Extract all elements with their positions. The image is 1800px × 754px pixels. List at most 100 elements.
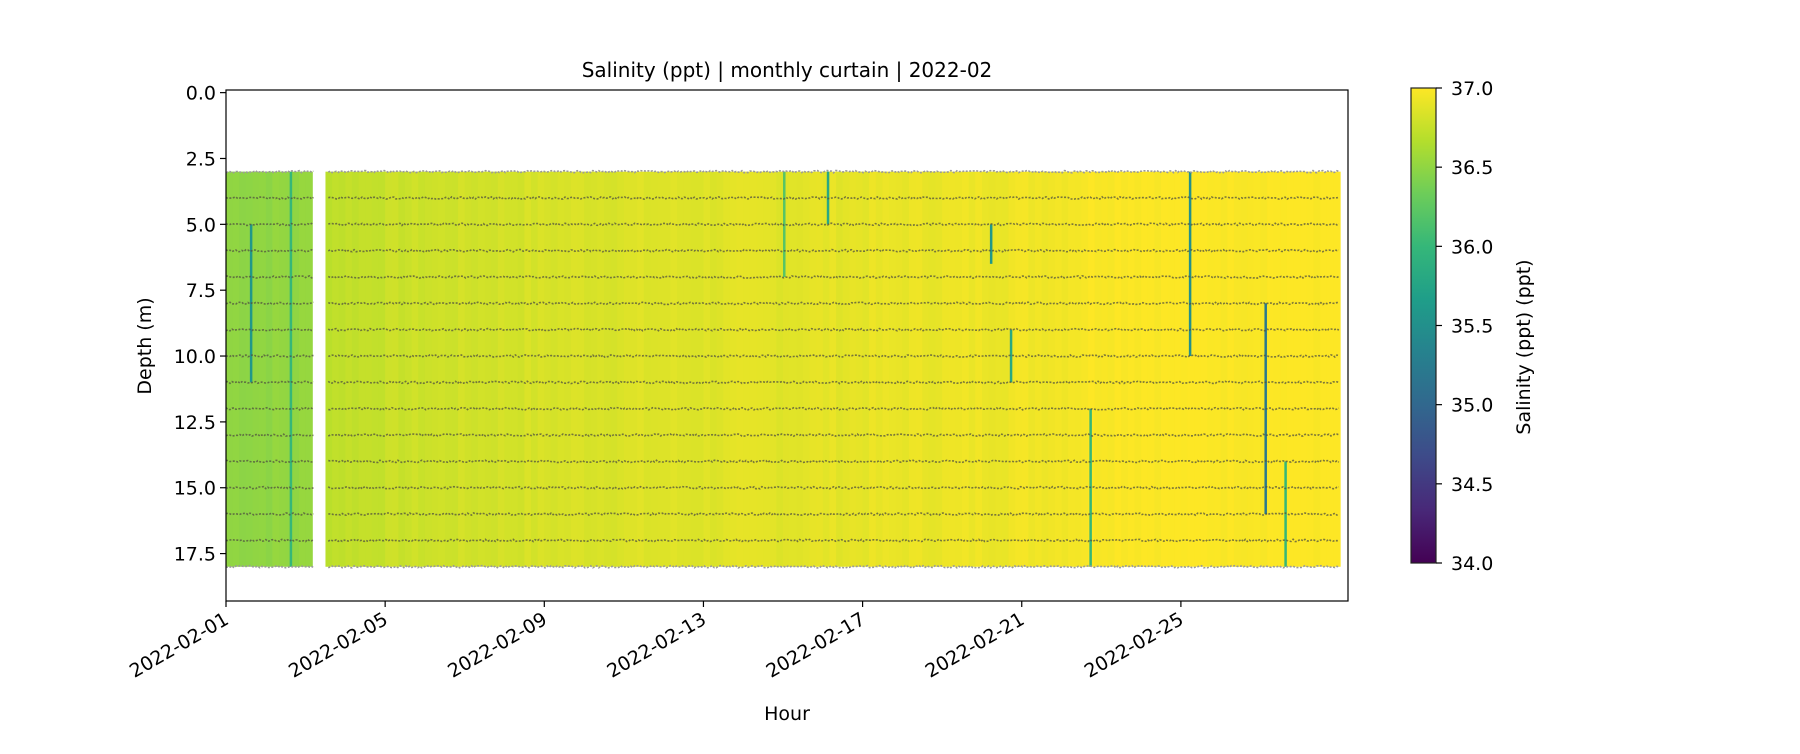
salinity-cell [365, 171, 373, 567]
colorbar-tick-label: 34.0 [1451, 553, 1493, 575]
colorbar-ticks: 34.0 34.5 35.0 35.5 36.0 36.5 37.0 [1436, 78, 1493, 575]
y-axis: 0.0 2.5 5.0 7.5 10.0 12.5 15.0 17.5 [174, 83, 226, 566]
salinity-cell [1293, 171, 1301, 567]
salinity-cell [643, 171, 651, 567]
salinity-cell [988, 171, 996, 567]
salinity-cell [776, 171, 784, 567]
salinity-cell [1054, 171, 1063, 567]
salinity-anomaly [1009, 329, 1013, 383]
salinity-cell [464, 171, 472, 567]
salinity-cell [1267, 171, 1275, 567]
salinity-cell [378, 171, 386, 567]
salinity-cell [1161, 171, 1169, 567]
salinity-cell [371, 171, 380, 567]
salinity-cell [444, 171, 453, 567]
salinity-cell [1306, 171, 1315, 567]
salinity-cell [544, 171, 552, 567]
salinity-cell [358, 171, 366, 567]
depth-sample-line [225, 195, 314, 201]
colorbar-tick-label: 36.5 [1451, 157, 1493, 179]
salinity-cell [1273, 171, 1281, 567]
chart-title: Salinity (ppt) | monthly curtain | 2022-… [582, 58, 993, 82]
x-tick-label: 2022-02-05 [285, 608, 392, 682]
salinity-cell [836, 171, 844, 567]
depth-sample-line [225, 406, 314, 411]
salinity-cell [703, 171, 711, 567]
salinity-cell [729, 171, 738, 567]
salinity-cell [590, 171, 598, 567]
salinity-cell [226, 171, 234, 567]
salinity-cell [676, 171, 685, 567]
depth-sample-line [327, 169, 1340, 174]
plot-area [225, 169, 1341, 569]
depth-sample-line [225, 538, 314, 543]
salinity-cell [1081, 171, 1089, 567]
salinity-cell [1240, 171, 1248, 567]
depth-sample-line [328, 511, 1339, 517]
depth-sample-line [328, 195, 1340, 201]
salinity-cell [285, 171, 293, 567]
salinity-cell [531, 171, 539, 567]
colorbar-label: Salinity (ppt) (ppt) [1513, 259, 1535, 434]
depth-sample-line [327, 485, 1339, 490]
salinity-cell [1233, 171, 1242, 567]
axes-frame [225, 89, 1349, 602]
salinity-cell [391, 171, 400, 567]
salinity-cell [438, 171, 446, 567]
depth-sample-line [328, 406, 1340, 411]
salinity-cell [1247, 171, 1255, 567]
salinity-cell [696, 171, 705, 567]
salinity-cell [1048, 171, 1056, 567]
depth-sample-line [225, 380, 314, 385]
salinity-cell [915, 171, 923, 567]
salinity-cell [1101, 171, 1109, 567]
salinity-cell [259, 171, 267, 567]
colorbar-tick-label: 35.5 [1451, 316, 1493, 338]
salinity-cell [1194, 171, 1202, 567]
depth-sample-line [225, 222, 314, 227]
salinity-cell [1174, 171, 1182, 567]
salinity-cell [683, 171, 691, 567]
salinity-cell [1121, 171, 1129, 567]
salinity-cell [458, 171, 466, 567]
y-tick-label: 15.0 [174, 478, 216, 500]
y-tick-label: 2.5 [186, 148, 216, 170]
x-axis: 2022-02-01 2022-02-05 2022-02-09 2022-02-13… [126, 601, 1188, 683]
salinity-cell [1333, 171, 1341, 567]
salinity-cell [975, 171, 983, 567]
salinity-cell [657, 171, 665, 567]
salinity-cell [603, 171, 612, 567]
salinity-cell [663, 171, 671, 567]
salinity-cell [577, 171, 585, 567]
salinity-cell [889, 171, 897, 567]
salinity-anomaly [783, 171, 786, 278]
salinity-cell [557, 171, 565, 567]
salinity-cell [1180, 171, 1189, 567]
salinity-cell [789, 171, 797, 567]
y-tick-label: 7.5 [186, 280, 216, 302]
depth-sample-line [327, 274, 1340, 280]
salinity-cell [1214, 171, 1222, 567]
salinity-cell [909, 171, 917, 567]
salinity-cell [1313, 171, 1321, 567]
salinity-cell [398, 171, 406, 567]
salinity-cell [1001, 171, 1010, 567]
salinity-cell [995, 171, 1003, 567]
salinity-cell [1061, 171, 1069, 567]
salinity-cell [1028, 171, 1036, 567]
salinity-cell [981, 171, 990, 567]
colorbar-tick-label: 36.0 [1451, 236, 1493, 258]
salinity-cell [1326, 171, 1335, 567]
colorbar-tick-label: 37.0 [1451, 78, 1493, 100]
salinity-cell [431, 171, 439, 567]
x-tick-label: 2022-02-01 [126, 608, 233, 682]
x-tick-label: 2022-02-25 [1081, 608, 1188, 682]
salinity-cell [550, 171, 559, 567]
salinity-cell [928, 171, 937, 567]
salinity-cell [385, 171, 393, 567]
salinity-cell [749, 171, 758, 567]
depth-sample-line [327, 301, 1339, 306]
salinity-cell [630, 171, 638, 567]
colorbar-tick-label: 35.0 [1451, 395, 1493, 417]
